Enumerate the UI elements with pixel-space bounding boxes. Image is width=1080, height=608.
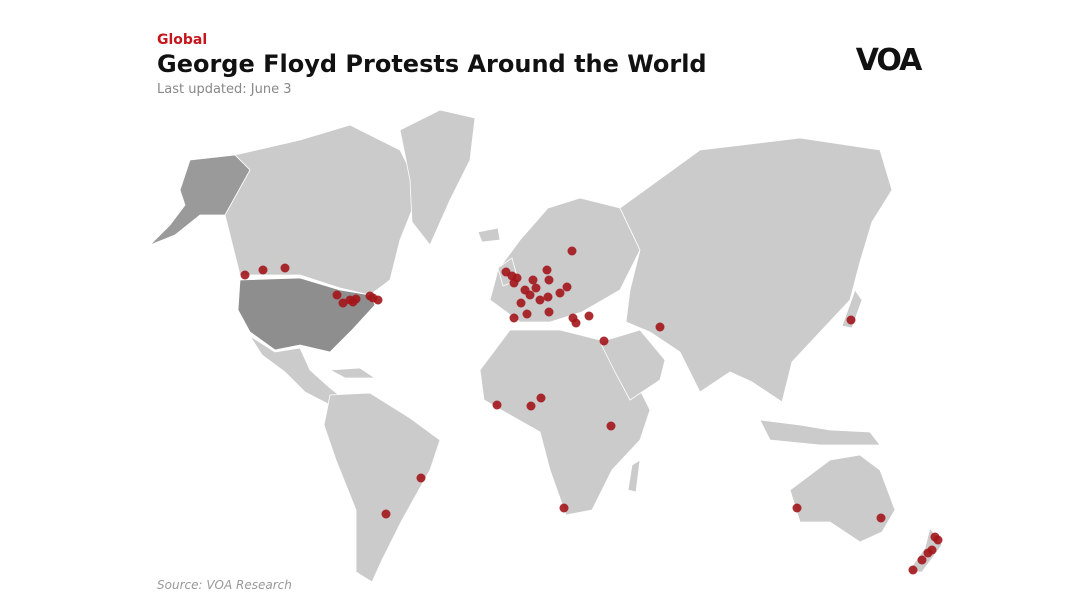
protest-dot — [338, 298, 348, 308]
protest-dot — [492, 400, 502, 410]
protest-dot — [923, 548, 933, 558]
protest-dot — [559, 503, 569, 513]
protest-dot — [555, 288, 565, 298]
protest-dot — [543, 292, 553, 302]
protest-dot — [568, 313, 578, 323]
caribbean — [328, 367, 377, 379]
protest-dot — [567, 246, 577, 256]
protest-dot — [258, 265, 268, 275]
greenland — [399, 109, 476, 246]
subtitle: Last updated: June 3 — [157, 82, 292, 97]
africa — [479, 329, 651, 516]
protest-dot — [933, 535, 943, 545]
protest-dot — [846, 315, 856, 325]
protest-dot — [348, 297, 358, 307]
title: George Floyd Protests Around the World — [157, 50, 707, 78]
iceland — [477, 227, 501, 243]
protest-dot — [536, 393, 546, 403]
protest-dot — [240, 270, 250, 280]
alaska — [149, 154, 251, 246]
protest-dot — [606, 421, 616, 431]
protest-dot — [381, 509, 391, 519]
asia — [619, 137, 893, 403]
protest-dot — [516, 298, 526, 308]
protest-dot — [280, 263, 290, 273]
protest-dot — [584, 311, 594, 321]
australia — [789, 454, 896, 543]
canada — [224, 124, 421, 296]
protest-dot — [876, 513, 886, 523]
protest-dot — [531, 283, 541, 293]
protest-dot — [509, 278, 519, 288]
south-america — [323, 392, 441, 583]
protest-dot — [544, 275, 554, 285]
protest-dot — [535, 295, 545, 305]
protest-dot — [416, 473, 426, 483]
arabia — [599, 329, 666, 401]
protest-dot — [544, 307, 554, 317]
protest-locations — [240, 246, 943, 575]
protest-dot — [368, 293, 378, 303]
protest-dot — [522, 309, 532, 319]
protest-dot — [528, 275, 538, 285]
source-note: Source: VOA Research — [157, 578, 292, 592]
protest-dot — [792, 503, 802, 513]
protest-dot — [525, 290, 535, 300]
protest-dot — [509, 313, 519, 323]
madagascar — [627, 459, 641, 493]
protest-dot — [908, 565, 918, 575]
protest-dot — [542, 265, 552, 275]
protest-dot — [599, 336, 609, 346]
protest-dot — [655, 322, 665, 332]
protest-dot — [526, 401, 536, 411]
protest-dot — [917, 555, 927, 565]
protest-dot — [562, 282, 572, 292]
land-masses — [149, 109, 943, 583]
kicker: Global — [157, 32, 207, 48]
protest-dot — [332, 290, 342, 300]
logo: VOA — [856, 43, 923, 78]
indonesia — [759, 419, 881, 446]
